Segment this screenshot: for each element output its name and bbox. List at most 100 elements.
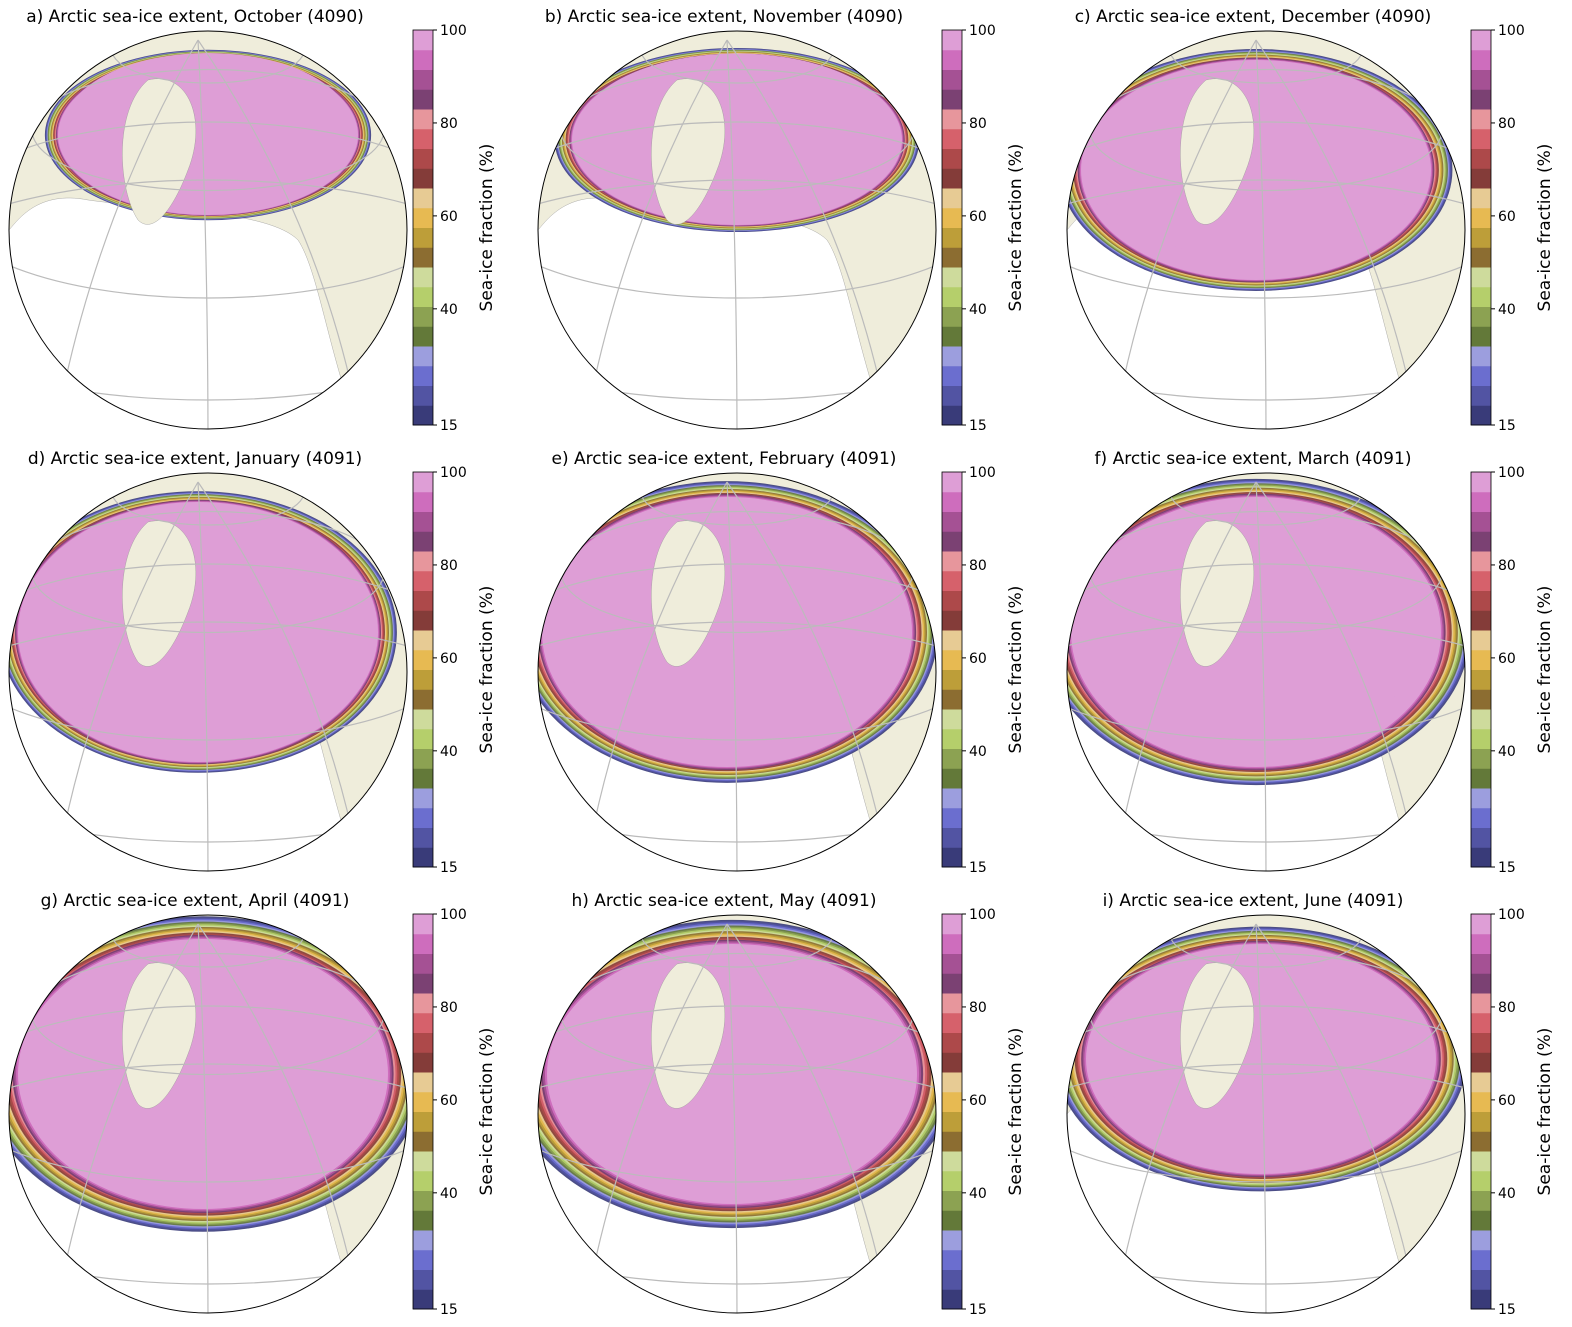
colorbar-band [413,366,433,386]
colorbar-band [942,1052,962,1072]
colorbar-band [1471,149,1491,169]
colorbar-band [1471,109,1491,129]
colorbar-tick-label: 40 [969,1186,987,1202]
colorbar-band [942,30,962,50]
colorbar-tick-label: 100 [969,23,996,39]
colorbar-band [413,670,433,690]
colorbar-band [942,386,962,406]
colorbar-band [413,405,433,425]
colorbar-band [942,828,962,848]
colorbar-band [413,808,433,828]
colorbar-band [1471,847,1491,867]
colorbar-band [1471,689,1491,709]
colorbar-band [413,1210,433,1230]
colorbar-tick-label: 100 [440,23,467,39]
colorbar-band [413,512,433,532]
colorbar-band [1471,954,1491,974]
colorbar-band [1471,650,1491,670]
colorbar-band [413,1072,433,1092]
colorbar-band [1471,188,1491,208]
colorbar-band [1471,472,1491,492]
colorbar-band [413,1171,433,1191]
colorbar-tick-label: 15 [969,860,987,876]
colorbar-band [1471,914,1491,934]
colorbar-tick-label: 80 [969,558,987,574]
colorbar-band [413,551,433,571]
colorbar-band [1471,1171,1491,1191]
colorbar-label: Sea-ice fraction (%) [1006,1028,1026,1196]
colorbar-band [942,326,962,346]
colorbar-band [942,512,962,532]
colorbar-band [413,993,433,1013]
colorbar-tick-label: 40 [969,302,987,318]
colorbar-tick-label: 15 [969,418,987,434]
colorbar-band [1471,828,1491,848]
colorbar-tick-label: 60 [969,209,987,225]
colorbar-band [413,934,433,954]
panel: g) Arctic sea-ice extent, April (4091)15… [0,891,528,1323]
colorbar-tick-label: 80 [1498,1000,1516,1016]
colorbar-band [1471,1131,1491,1151]
colorbar-band [1471,1033,1491,1053]
colorbar-tick-label: 100 [1498,465,1525,481]
colorbar-band [1471,287,1491,307]
colorbar-band [1471,630,1491,650]
colorbar-band [413,70,433,90]
colorbar-band [413,109,433,129]
panel-title: a) Arctic sea-ice extent, October (4090) [26,7,364,27]
colorbar-band [942,847,962,867]
panel: e) Arctic sea-ice extent, February (4091… [417,449,1057,892]
colorbar-band [1471,1210,1491,1230]
panel-title: d) Arctic sea-ice extent, January (4091) [28,449,362,469]
colorbar-band [413,346,433,366]
colorbar-band [942,1289,962,1309]
colorbar-band [413,1033,433,1053]
colorbar-tick-label: 60 [440,1093,458,1109]
colorbar-label: Sea-ice fraction (%) [1535,1028,1555,1196]
colorbar-band [942,1210,962,1230]
colorbar-band [413,749,433,769]
map [0,901,528,1323]
colorbar-tick-label: 100 [969,465,996,481]
colorbar-tick-label: 100 [1498,907,1525,923]
colorbar-band [1471,993,1491,1013]
colorbar-band [413,247,433,267]
colorbar-tick-label: 15 [440,860,458,876]
colorbar-band [942,228,962,248]
colorbar-tick-label: 80 [1498,116,1516,132]
colorbar-band [942,551,962,571]
colorbar-tick-label: 100 [440,465,467,481]
colorbar-tick-label: 15 [1498,418,1516,434]
colorbar-band [942,729,962,749]
colorbar-band [942,1112,962,1132]
colorbar-band [413,954,433,974]
colorbar-band [942,973,962,993]
colorbar-tick-label: 40 [440,1186,458,1202]
colorbar-band [1471,1250,1491,1270]
colorbar-band [413,1289,433,1309]
colorbar-band [1471,531,1491,551]
colorbar-band [413,386,433,406]
colorbar-band [413,492,433,512]
colorbar-band [942,591,962,611]
colorbar-tick-label: 15 [1498,860,1516,876]
colorbar-band [942,1171,962,1191]
colorbar-band [413,847,433,867]
colorbar-tick-label: 40 [1498,1186,1516,1202]
colorbar-tick-label: 60 [1498,651,1516,667]
colorbar-band [413,1052,433,1072]
colorbar-band [942,267,962,287]
colorbar-band [1471,973,1491,993]
panel-title: h) Arctic sea-ice extent, May (4091) [571,891,876,911]
colorbar-band [1471,30,1491,50]
colorbar-band [413,1112,433,1132]
panel-title: e) Arctic sea-ice extent, February (4091… [552,449,897,469]
colorbar-band [413,1270,433,1290]
colorbar-band [942,1270,962,1290]
colorbar-band [942,346,962,366]
colorbar-band [942,366,962,386]
colorbar-band [1471,50,1491,70]
colorbar-band [1471,591,1491,611]
colorbar-tick-label: 15 [440,1302,458,1318]
colorbar-band [413,208,433,228]
